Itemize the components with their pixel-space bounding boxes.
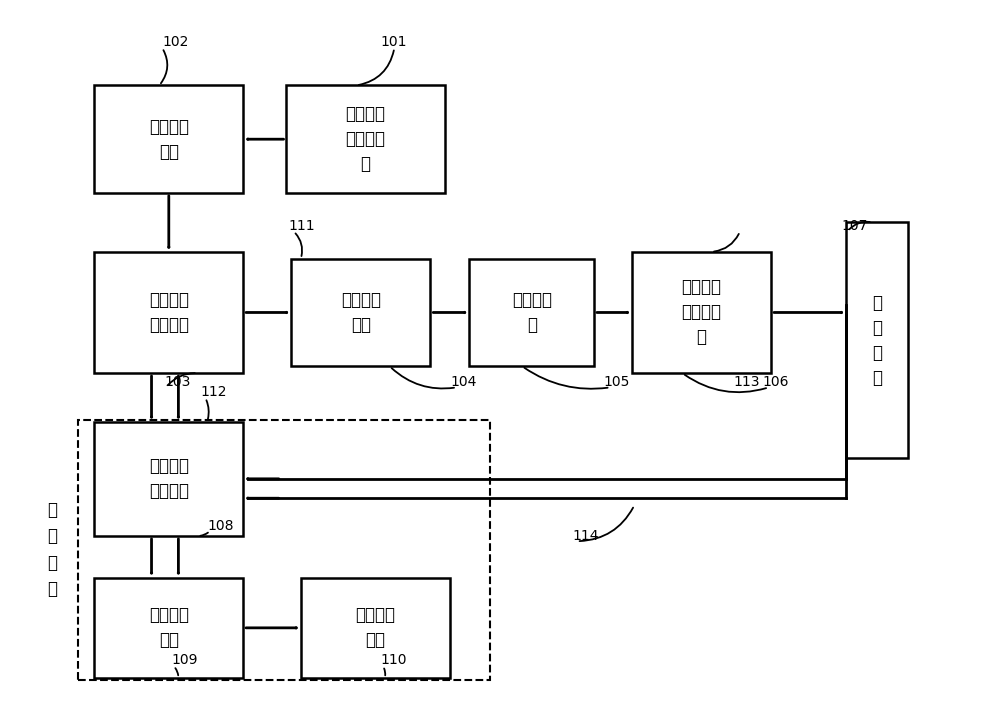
Bar — [286, 85, 445, 193]
FancyArrowPatch shape — [392, 368, 454, 388]
Text: 105: 105 — [604, 375, 630, 388]
Text: 107: 107 — [842, 219, 868, 232]
FancyArrowPatch shape — [524, 367, 608, 388]
Text: 102: 102 — [162, 35, 188, 49]
FancyArrowPatch shape — [384, 669, 385, 675]
Text: 106: 106 — [762, 375, 789, 388]
Bar — [301, 578, 450, 678]
Text: 104: 104 — [450, 375, 476, 388]
Bar — [846, 222, 908, 458]
Text: 信号处理
单元: 信号处理 单元 — [355, 606, 395, 649]
Text: 第二光学
耦合单元: 第二光学 耦合单元 — [149, 457, 189, 500]
Bar — [632, 252, 771, 373]
Bar — [94, 85, 243, 193]
Text: 108: 108 — [207, 519, 234, 533]
Text: 可调谐激
光产生单
元: 可调谐激 光产生单 元 — [346, 105, 386, 173]
Text: 处
理
单
元: 处 理 单 元 — [47, 501, 57, 598]
FancyArrowPatch shape — [580, 508, 633, 541]
Bar — [469, 258, 594, 366]
Bar — [94, 578, 243, 678]
FancyArrowPatch shape — [359, 51, 394, 85]
FancyArrowPatch shape — [714, 234, 739, 251]
FancyArrowPatch shape — [849, 222, 870, 230]
FancyArrowPatch shape — [168, 373, 195, 386]
Text: 101: 101 — [380, 35, 406, 49]
Text: 线性调频
单元: 线性调频 单元 — [149, 118, 189, 161]
Text: 109: 109 — [172, 653, 198, 667]
Text: 目
标
物
体: 目 标 物 体 — [872, 294, 882, 387]
FancyArrowPatch shape — [200, 533, 208, 536]
Text: 112: 112 — [200, 385, 227, 399]
Text: 110: 110 — [380, 653, 406, 667]
Text: 113: 113 — [733, 375, 760, 388]
Bar — [291, 258, 430, 366]
Text: 103: 103 — [164, 375, 190, 388]
Text: 光学移频
单元: 光学移频 单元 — [341, 291, 381, 334]
FancyArrowPatch shape — [296, 233, 302, 256]
Text: 111: 111 — [289, 219, 315, 232]
FancyArrowPatch shape — [206, 400, 209, 419]
Bar — [94, 422, 243, 536]
Text: 光放大单
元: 光放大单 元 — [512, 291, 552, 334]
Text: 光学相控
阵发射单
元: 光学相控 阵发射单 元 — [682, 279, 722, 347]
Bar — [78, 420, 490, 680]
Text: 114: 114 — [572, 529, 598, 543]
FancyArrowPatch shape — [175, 668, 178, 675]
FancyArrowPatch shape — [161, 50, 167, 83]
FancyArrowPatch shape — [685, 375, 766, 392]
Text: 光电转换
单元: 光电转换 单元 — [149, 606, 189, 649]
Text: 第一光学
耦合单元: 第一光学 耦合单元 — [149, 291, 189, 334]
Bar — [94, 252, 243, 373]
